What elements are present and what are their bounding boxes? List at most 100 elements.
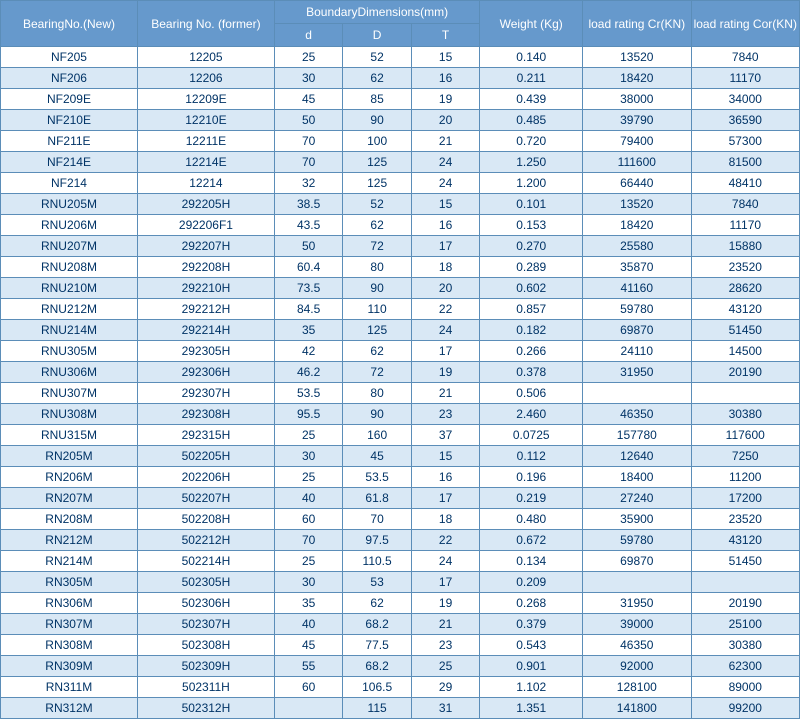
cell-D: 125 bbox=[343, 173, 411, 194]
cell-d: 73.5 bbox=[274, 278, 342, 299]
cell-w: 0.439 bbox=[480, 89, 583, 110]
cell-former: 292212H bbox=[137, 299, 274, 320]
cell-d: 60.4 bbox=[274, 257, 342, 278]
cell-D: 100 bbox=[343, 131, 411, 152]
cell-cor: 117600 bbox=[691, 425, 800, 446]
cell-d: 38.5 bbox=[274, 194, 342, 215]
cell-T: 29 bbox=[411, 677, 480, 698]
cell-T: 25 bbox=[411, 656, 480, 677]
cell-w: 0.112 bbox=[480, 446, 583, 467]
cell-cor: 81500 bbox=[691, 152, 800, 173]
cell-cr: 39790 bbox=[583, 110, 691, 131]
cell-d: 43.5 bbox=[274, 215, 342, 236]
cell-w: 0.182 bbox=[480, 320, 583, 341]
cell-D: 62 bbox=[343, 215, 411, 236]
cell-d: 60 bbox=[274, 677, 342, 698]
cell-former: 502308H bbox=[137, 635, 274, 656]
cell-T: 22 bbox=[411, 530, 480, 551]
cell-cr: 46350 bbox=[583, 404, 691, 425]
cell-w: 0.270 bbox=[480, 236, 583, 257]
cell-new: RN212M bbox=[1, 530, 138, 551]
cell-T: 18 bbox=[411, 509, 480, 530]
cell-d: 55 bbox=[274, 656, 342, 677]
cell-cr: 24110 bbox=[583, 341, 691, 362]
cell-D: 52 bbox=[343, 47, 411, 68]
cell-w: 1.250 bbox=[480, 152, 583, 173]
cell-former: 292307H bbox=[137, 383, 274, 404]
cell-cor: 11170 bbox=[691, 215, 800, 236]
cell-d: 42 bbox=[274, 341, 342, 362]
cell-cr bbox=[583, 383, 691, 404]
cell-T: 17 bbox=[411, 236, 480, 257]
cell-former: 12205 bbox=[137, 47, 274, 68]
cell-cr: 31950 bbox=[583, 362, 691, 383]
cell-new: RN205M bbox=[1, 446, 138, 467]
table-row: RN208M502208H6070180.4803590023520 bbox=[1, 509, 800, 530]
cell-cor: 25100 bbox=[691, 614, 800, 635]
cell-D: 68.2 bbox=[343, 614, 411, 635]
cell-cr: 13520 bbox=[583, 47, 691, 68]
cell-cr bbox=[583, 572, 691, 593]
table-row: RN214M502214H25110.5240.1346987051450 bbox=[1, 551, 800, 572]
cell-D: 90 bbox=[343, 110, 411, 131]
cell-T: 24 bbox=[411, 173, 480, 194]
cell-cor: 36590 bbox=[691, 110, 800, 131]
table-row: NF205122052552150.140135207840 bbox=[1, 47, 800, 68]
cell-cr: 31950 bbox=[583, 593, 691, 614]
cell-cr: 79400 bbox=[583, 131, 691, 152]
cell-D: 68.2 bbox=[343, 656, 411, 677]
cell-w: 1.351 bbox=[480, 698, 583, 719]
cell-T: 15 bbox=[411, 47, 480, 68]
cell-T: 15 bbox=[411, 194, 480, 215]
cell-cr: 18400 bbox=[583, 467, 691, 488]
cell-T: 37 bbox=[411, 425, 480, 446]
cell-former: 502309H bbox=[137, 656, 274, 677]
cell-w: 0.101 bbox=[480, 194, 583, 215]
cell-cor: 30380 bbox=[691, 404, 800, 425]
cell-cr: 111600 bbox=[583, 152, 691, 173]
cell-former: 292306H bbox=[137, 362, 274, 383]
col-bearing-new: BearingNo.(New) bbox=[1, 1, 138, 47]
cell-w: 0.0725 bbox=[480, 425, 583, 446]
cell-d: 32 bbox=[274, 173, 342, 194]
cell-d: 95.5 bbox=[274, 404, 342, 425]
cell-former: 12209E bbox=[137, 89, 274, 110]
table-row: RN307M502307H4068.2210.3793900025100 bbox=[1, 614, 800, 635]
cell-cor: 51450 bbox=[691, 551, 800, 572]
cell-cr: 35870 bbox=[583, 257, 691, 278]
cell-new: RN306M bbox=[1, 593, 138, 614]
cell-w: 0.289 bbox=[480, 257, 583, 278]
cell-D: 62 bbox=[343, 68, 411, 89]
cell-T: 19 bbox=[411, 362, 480, 383]
cell-T: 23 bbox=[411, 404, 480, 425]
cell-new: RN305M bbox=[1, 572, 138, 593]
cell-former: 502312H bbox=[137, 698, 274, 719]
cell-w: 0.901 bbox=[480, 656, 583, 677]
cell-T: 17 bbox=[411, 572, 480, 593]
col-d: d bbox=[274, 24, 342, 47]
cell-cr: 18420 bbox=[583, 68, 691, 89]
cell-cor: 34000 bbox=[691, 89, 800, 110]
table-row: NF206122063062160.2111842011170 bbox=[1, 68, 800, 89]
table-row: RN206M202206H2553.5160.1961840011200 bbox=[1, 467, 800, 488]
cell-former: 12211E bbox=[137, 131, 274, 152]
cell-new: RNU205M bbox=[1, 194, 138, 215]
cell-cr: 92000 bbox=[583, 656, 691, 677]
table-row: RNU307M292307H53.580210.506 bbox=[1, 383, 800, 404]
cell-D: 110.5 bbox=[343, 551, 411, 572]
cell-new: RN307M bbox=[1, 614, 138, 635]
cell-new: NF206 bbox=[1, 68, 138, 89]
cell-T: 21 bbox=[411, 131, 480, 152]
cell-cor: 43120 bbox=[691, 530, 800, 551]
cell-T: 22 bbox=[411, 299, 480, 320]
col-weight: Weight (Kg) bbox=[480, 1, 583, 47]
cell-cor: 17200 bbox=[691, 488, 800, 509]
table-row: RNU305M292305H4262170.2662411014500 bbox=[1, 341, 800, 362]
cell-cor: 43120 bbox=[691, 299, 800, 320]
cell-d: 25 bbox=[274, 467, 342, 488]
cell-D: 110 bbox=[343, 299, 411, 320]
cell-T: 31 bbox=[411, 698, 480, 719]
cell-w: 1.102 bbox=[480, 677, 583, 698]
cell-D: 125 bbox=[343, 320, 411, 341]
cell-d: 35 bbox=[274, 593, 342, 614]
